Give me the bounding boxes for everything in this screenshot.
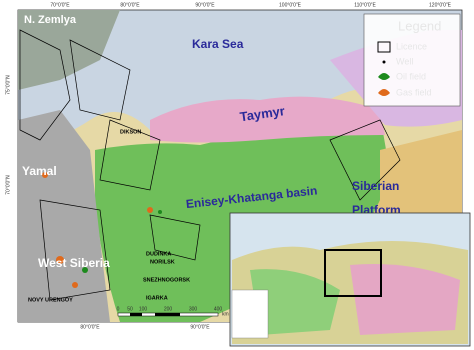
city-label: DUDINKA — [146, 251, 171, 257]
oil-fields — [82, 210, 162, 273]
coord-label: 100°0'0"E — [279, 2, 302, 8]
coord-label: 90°0'0"E — [190, 324, 210, 330]
city-label: IGARKA — [146, 295, 168, 301]
scale-bar — [117, 312, 219, 317]
coord-label: 90°0'0"E — [195, 2, 215, 8]
coord-label: 75°0'0"N — [5, 75, 11, 95]
inset-study-area — [324, 249, 382, 297]
region-label: West Siberia — [38, 256, 110, 270]
legend-well-icon — [382, 60, 386, 64]
scale-label: 200 — [164, 306, 173, 312]
coord-label: 80°0'0"E — [120, 2, 140, 8]
gas-fields — [42, 172, 153, 288]
city-label: NORILSK — [150, 259, 175, 265]
scale-label: 300 — [189, 306, 198, 312]
scale-label: 0 — [117, 306, 120, 312]
scale-label: 50 — [127, 306, 133, 312]
coord-label: 70°0'0"N — [5, 175, 11, 195]
legend-box — [363, 13, 461, 107]
legend-gas-icon — [378, 89, 390, 96]
region-label: Siberian — [352, 179, 399, 193]
city-label: DIKSON — [120, 129, 141, 135]
coord-label: 120°0'0"E — [429, 2, 452, 8]
coord-label: 80°0'0"E — [80, 324, 100, 330]
scale-label: 100 — [139, 306, 148, 312]
city-label: NOVY URENGOY — [28, 297, 73, 303]
city-label: SNEZHNOGORSK — [143, 277, 190, 283]
licences — [19, 29, 401, 301]
zemlya-land — [18, 10, 120, 90]
scale-unit: km — [222, 311, 229, 317]
inset-lowland — [250, 269, 340, 335]
taymyr-fold — [150, 96, 385, 143]
coord-label: 70°0'0"E — [50, 2, 70, 8]
region-label: Kara Sea — [192, 37, 244, 51]
legend-oil-icon — [378, 73, 390, 80]
legend-licence-icon — [377, 41, 391, 53]
coord-label: 110°0'0"E — [354, 2, 376, 8]
region-label: Yamal — [22, 164, 57, 178]
region-label: Taymyr — [239, 103, 286, 124]
inset-legend — [231, 289, 269, 339]
scale-label: 400 — [214, 306, 223, 312]
region-label: N. Zemlya — [24, 14, 77, 26]
inset-fold — [350, 264, 460, 335]
